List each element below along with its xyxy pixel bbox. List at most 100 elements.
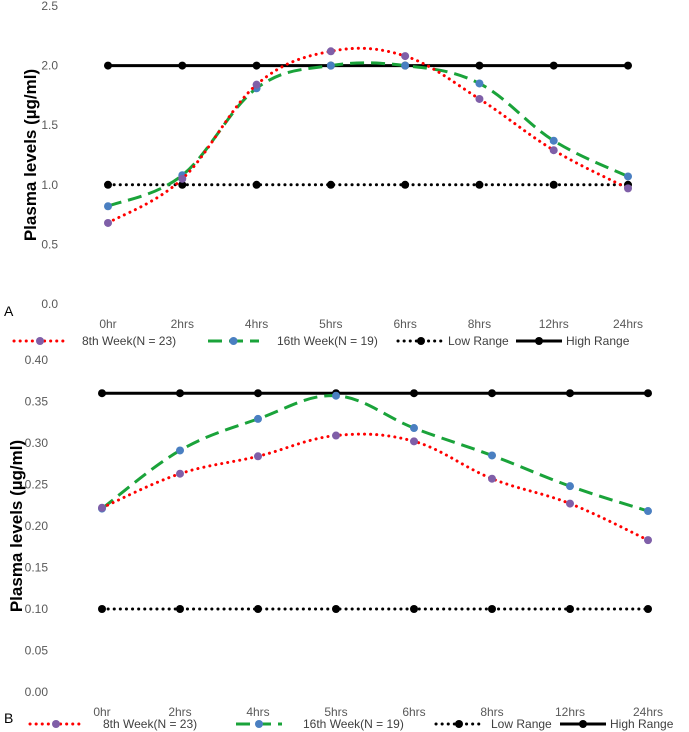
series-low-range — [104, 180, 632, 189]
data-point — [104, 61, 112, 70]
data-point — [549, 61, 558, 70]
data-point — [410, 605, 418, 613]
data-point — [178, 61, 187, 70]
x-tick-label: 0hr — [99, 317, 116, 331]
y-tick-label: 0.5 — [41, 237, 58, 251]
x-tick-label: 8hrs — [480, 705, 503, 719]
y-tick-label: 0.25 — [25, 478, 49, 492]
legend-item: High Range — [516, 334, 630, 348]
data-point — [624, 61, 632, 70]
data-point — [644, 605, 652, 613]
data-point — [254, 452, 262, 461]
data-point — [98, 605, 106, 613]
series-8th-week-n-23 — [98, 431, 652, 545]
y-axis-title: Plasma levels (µg/ml) — [21, 69, 40, 241]
y-tick-label: 0.0 — [41, 297, 58, 311]
data-point — [104, 202, 112, 211]
data-point — [624, 184, 632, 193]
data-point — [178, 180, 187, 189]
y-tick-label: 0.05 — [25, 644, 49, 658]
x-tick-label: 6hrs — [393, 317, 416, 331]
data-point — [475, 94, 484, 103]
x-tick-label: 5hrs — [324, 705, 347, 719]
legend-item: Low Range — [396, 334, 509, 348]
data-point — [488, 389, 496, 398]
data-point — [252, 80, 261, 89]
legend-swatch-marker — [52, 720, 60, 728]
data-point — [475, 61, 484, 70]
series-8th-week-n-23 — [104, 46, 632, 227]
data-point — [252, 61, 261, 70]
legend-swatch-marker — [579, 720, 587, 728]
data-point — [566, 482, 574, 491]
data-point — [332, 431, 340, 440]
data-point — [566, 499, 574, 508]
legend-swatch-marker — [36, 337, 44, 345]
y-tick-label: 1.0 — [41, 178, 58, 192]
data-point — [332, 605, 340, 613]
data-point — [475, 79, 484, 88]
data-point — [98, 389, 106, 398]
data-point — [549, 136, 558, 145]
series-line — [107, 61, 629, 208]
data-point — [549, 146, 558, 155]
data-point — [401, 61, 410, 70]
data-point — [410, 437, 418, 446]
series-low-range — [98, 605, 652, 613]
legend-label: High Range — [566, 334, 630, 348]
data-point — [254, 389, 262, 398]
y-axis-title: Plasma levels (µg/ml) — [7, 440, 26, 612]
x-tick-label: 6hrs — [402, 705, 425, 719]
x-tick-label: 8hrs — [468, 317, 491, 331]
data-point — [488, 605, 496, 613]
data-point — [401, 180, 410, 189]
data-point — [326, 47, 335, 56]
legend-swatch-marker — [229, 337, 238, 345]
panel-label: B — [4, 710, 13, 726]
legend-swatch-marker — [535, 337, 543, 345]
data-point — [624, 172, 632, 181]
data-point — [326, 61, 335, 70]
x-tick-label: 4hrs — [245, 317, 268, 331]
x-tick-label: 12hrs — [539, 317, 569, 331]
series-16th-week-n-19 — [98, 391, 652, 516]
legend-swatch-marker — [417, 337, 425, 345]
x-tick-label: 2hrs — [168, 705, 191, 719]
y-tick-label: 0.35 — [25, 395, 49, 409]
data-point — [326, 180, 335, 189]
series-high-range — [104, 61, 632, 70]
y-tick-label: 0.00 — [25, 685, 49, 699]
data-point — [644, 507, 652, 516]
data-point — [488, 451, 496, 460]
y-tick-label: 0.15 — [25, 561, 49, 575]
y-tick-label: 2.5 — [41, 0, 58, 13]
data-point — [176, 469, 184, 478]
chart-panel-a: 0.0 0.5 1.0 1.5 2.0 2.5 0hr 2hrs 4hrs 5hrs 6hrs 8hr… — [4, 0, 643, 348]
data-point — [549, 180, 558, 189]
data-point — [644, 536, 652, 545]
x-tick-label: 0hr — [93, 705, 110, 719]
legend-label: 8th Week(N = 23) — [103, 717, 197, 731]
data-point — [566, 605, 574, 613]
y-tick-label: 2.0 — [41, 59, 58, 73]
x-tick-label: 2hrs — [171, 317, 194, 331]
legend-item: High Range — [560, 717, 674, 731]
legend-label: Low Range — [448, 334, 509, 348]
data-point — [176, 446, 184, 455]
x-tick-label: 24hrs — [613, 317, 643, 331]
y-tick-label: 0.20 — [25, 519, 49, 533]
x-tick-label: 5hrs — [319, 317, 342, 331]
data-point — [178, 174, 187, 183]
legend-swatch-marker — [255, 720, 263, 728]
x-tick-label: 12hrs — [555, 705, 585, 719]
data-point — [332, 391, 340, 400]
x-tick-label: 4hrs — [246, 705, 269, 719]
legend-item: 16th Week(N = 19) — [236, 717, 404, 731]
data-point — [104, 180, 112, 189]
data-point — [176, 605, 184, 613]
chart-panel-b: 0.00 0.05 0.10 0.15 0.20 0.25 0.30 0.35 0.40 0hr 2… — [4, 353, 674, 731]
legend-label: 16th Week(N = 19) — [277, 334, 378, 348]
x-tick-label: 24hrs — [633, 705, 663, 719]
y-tick-label: 1.5 — [41, 118, 58, 132]
